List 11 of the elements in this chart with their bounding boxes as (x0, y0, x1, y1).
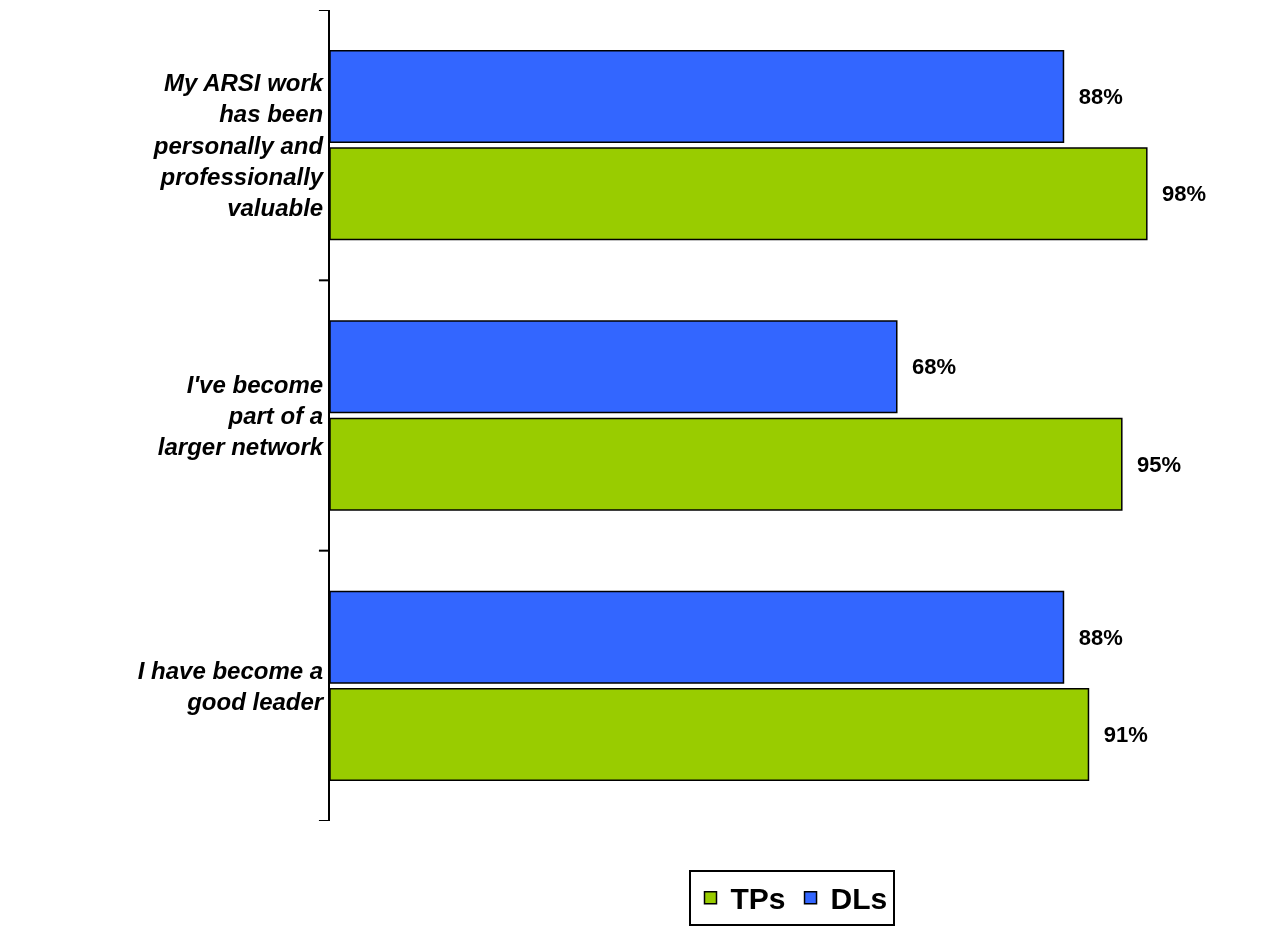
data-label: 88% (1066, 624, 1123, 650)
legend-label: TPs (730, 882, 786, 916)
data-label: 95% (1124, 451, 1182, 477)
legend-label: DLs (830, 882, 888, 916)
data-label: 98% (1149, 181, 1207, 207)
y-tick-label: I've become part of a larger network (157, 370, 325, 461)
data-label: 91% (1091, 721, 1148, 747)
data-label: 88% (1066, 84, 1123, 110)
y-tick-label: My ARSI work has been personally and professionally valuable (152, 69, 325, 221)
y-tick-label: I have become a good leader (137, 656, 325, 715)
data-label: 68% (899, 354, 957, 380)
